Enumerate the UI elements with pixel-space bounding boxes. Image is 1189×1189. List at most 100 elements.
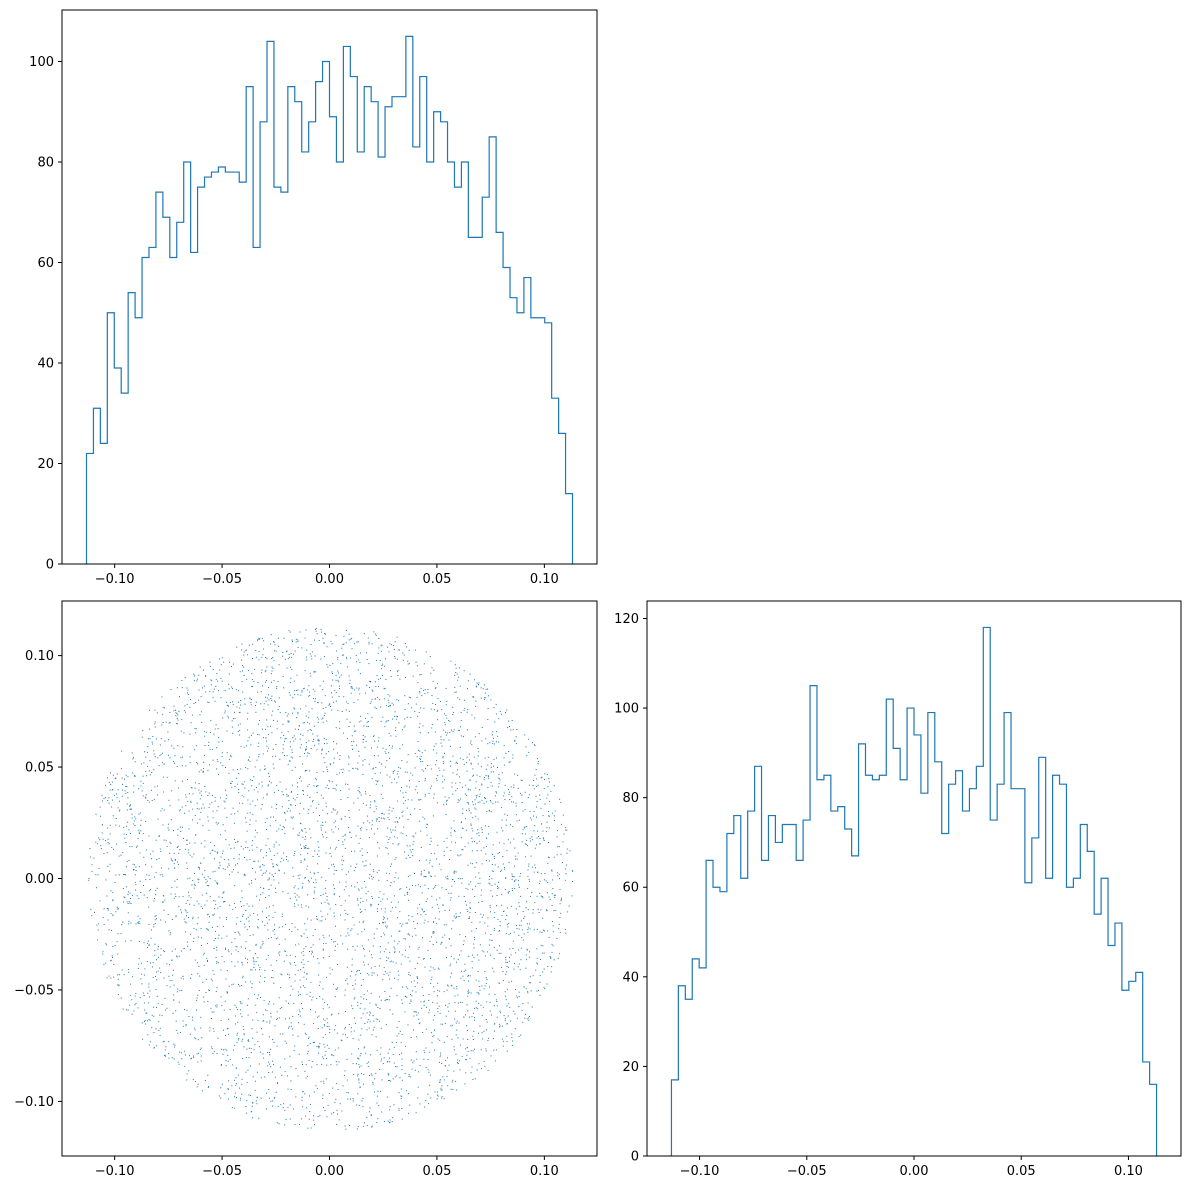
scatter-point	[499, 982, 501, 984]
scatter-point	[387, 841, 389, 843]
scatter-point	[254, 1089, 256, 1091]
scatter-point	[174, 762, 175, 764]
scatter-point	[533, 871, 535, 873]
scatter-point	[281, 926, 283, 928]
scatter-point	[200, 862, 202, 864]
scatter-point	[234, 932, 236, 933]
scatter-point	[394, 641, 396, 643]
scatter-point	[445, 947, 447, 949]
scatter-point	[416, 696, 418, 698]
scatter-point	[315, 627, 317, 629]
scatter-point	[349, 721, 351, 723]
scatter-point	[390, 735, 392, 737]
scatter-point	[203, 761, 205, 763]
scatter-point	[261, 1028, 262, 1030]
scatter-point	[348, 1092, 350, 1094]
scatter-point	[176, 687, 178, 689]
scatter-point	[535, 969, 537, 971]
scatter-point	[191, 714, 193, 716]
scatter-point	[390, 705, 391, 707]
scatter-point	[526, 1018, 528, 1020]
scatter-point	[237, 961, 239, 963]
scatter-point	[328, 903, 330, 905]
scatter-point	[147, 738, 149, 740]
scatter-point	[303, 808, 305, 810]
scatter-point	[284, 1018, 286, 1020]
scatter-point	[212, 669, 214, 670]
scatter-point	[138, 963, 140, 965]
scatter-point	[449, 909, 450, 911]
scatter-point	[167, 914, 169, 915]
scatter-point	[387, 699, 389, 701]
scatter-point	[333, 888, 335, 889]
scatter-point	[110, 960, 112, 962]
scatter-point	[250, 1095, 252, 1096]
scatter-point	[441, 1089, 443, 1091]
scatter-point	[221, 657, 223, 659]
scatter-point	[546, 983, 548, 985]
scatter-point	[551, 943, 553, 945]
scatter-point	[267, 734, 269, 735]
scatter-point	[331, 829, 333, 831]
scatter-point	[424, 795, 426, 797]
scatter-point	[235, 945, 237, 947]
scatter-point	[349, 1125, 351, 1126]
scatter-point	[367, 1019, 369, 1021]
scatter-point	[287, 1088, 289, 1090]
scatter-point	[96, 887, 97, 889]
scatter-point	[215, 1005, 217, 1007]
scatter-point	[475, 705, 477, 707]
scatter-point	[305, 831, 307, 833]
scatter-point	[554, 896, 556, 898]
scatter-point	[467, 688, 468, 690]
scatter-point	[156, 1006, 157, 1008]
scatter-point	[270, 977, 272, 979]
scatter-point	[162, 722, 164, 723]
scatter-point	[199, 714, 201, 716]
scatter-point	[308, 783, 310, 785]
scatter-point	[287, 658, 289, 660]
scatter-point	[91, 864, 93, 866]
scatter-point	[411, 799, 413, 801]
scatter-point	[388, 702, 390, 704]
scatter-point	[168, 799, 170, 801]
scatter-point	[416, 1014, 418, 1016]
scatter-point	[274, 644, 276, 646]
scatter-point	[359, 837, 361, 839]
scatter-point	[216, 925, 218, 927]
scatter-point	[234, 1004, 236, 1006]
scatter-point	[112, 892, 114, 894]
scatter-point	[498, 952, 500, 954]
scatter-point	[500, 871, 502, 872]
scatter-point	[284, 872, 285, 874]
scatter-point	[471, 827, 473, 829]
scatter-point	[251, 969, 253, 971]
scatter-point	[461, 1002, 463, 1003]
scatter-point	[131, 813, 133, 815]
scatter-point	[381, 785, 383, 787]
scatter-point	[195, 1038, 197, 1040]
scatter-point	[275, 938, 277, 940]
scatter-point	[487, 925, 489, 927]
scatter-point	[318, 739, 320, 741]
scatter-point	[201, 894, 203, 896]
scatter-point	[368, 1061, 370, 1063]
scatter-point	[322, 771, 324, 773]
scatter-point	[149, 738, 151, 740]
scatter-point	[376, 820, 378, 822]
scatter-point	[527, 929, 529, 931]
scatter-point	[226, 917, 228, 918]
scatter-point	[378, 737, 380, 739]
scatter-point	[208, 792, 210, 794]
scatter-point	[241, 795, 243, 797]
scatter-point	[528, 1017, 530, 1019]
scatter-point	[467, 1039, 469, 1040]
scatter-point	[289, 977, 291, 979]
scatter-point	[376, 908, 378, 910]
scatter-point	[430, 958, 432, 959]
scatter-point	[381, 675, 383, 677]
scatter-point	[439, 1082, 441, 1083]
scatter-point	[541, 896, 543, 897]
scatter-point	[229, 702, 231, 704]
scatter-point	[260, 703, 262, 705]
